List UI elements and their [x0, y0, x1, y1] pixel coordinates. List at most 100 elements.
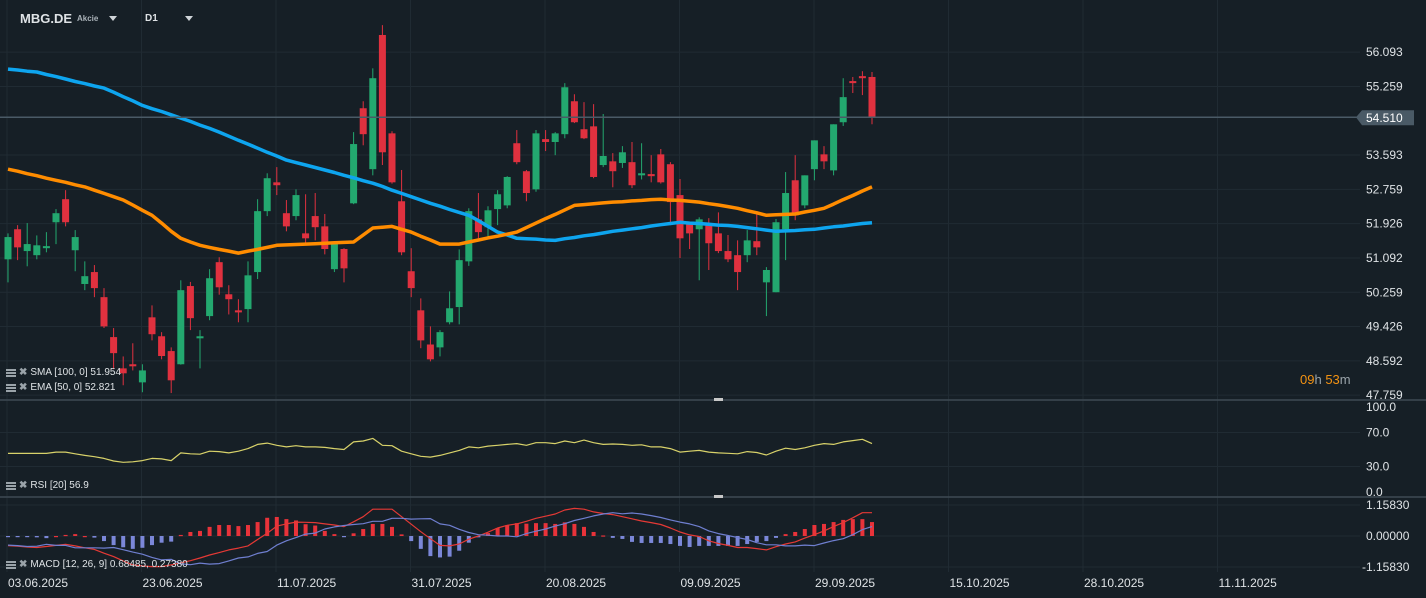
candle-body — [407, 271, 415, 289]
candle — [273, 167, 281, 196]
chevron-down-icon — [109, 16, 118, 21]
candle — [484, 206, 492, 239]
candle-body — [378, 34, 386, 153]
candle-body — [570, 101, 578, 123]
candle — [618, 146, 626, 168]
macd-axis-tick: 0.00000 — [1366, 529, 1410, 543]
candle — [868, 72, 876, 125]
macd-histogram-bar — [351, 533, 356, 536]
candle-body — [234, 310, 242, 313]
settings-list-icon[interactable] — [6, 383, 16, 392]
macd-histogram-bar — [294, 520, 298, 536]
candle — [206, 269, 214, 321]
candle — [292, 189, 300, 221]
candle-body — [753, 241, 761, 248]
candle — [858, 71, 866, 96]
candle-body — [743, 240, 751, 256]
candle-body — [446, 308, 454, 323]
macd-histogram-bar — [390, 526, 394, 536]
candle-body — [666, 164, 674, 203]
settings-list-icon[interactable] — [6, 368, 16, 377]
price-axis-tick: 50.259 — [1366, 285, 1403, 299]
candle — [734, 240, 742, 291]
candle — [676, 179, 684, 259]
macd-histogram-bar — [34, 536, 39, 538]
candle — [743, 230, 751, 263]
candle — [4, 233, 12, 283]
candle-body — [302, 233, 310, 239]
candle — [33, 235, 41, 260]
time-axis-tick: 15.10.2025 — [950, 576, 1010, 590]
macd-histogram-bar — [207, 526, 212, 536]
candle — [369, 68, 377, 176]
macd-histogram-bar — [774, 536, 778, 538]
candle — [302, 194, 310, 244]
macd-histogram-bar — [783, 534, 788, 536]
candle — [503, 176, 511, 209]
candle-body — [676, 195, 684, 239]
candle — [455, 249, 463, 325]
close-icon[interactable]: ✖ — [19, 366, 28, 378]
timeframe-selector[interactable]: D1 — [145, 13, 193, 24]
macd-histogram-bar — [178, 534, 183, 537]
candle-body — [62, 199, 70, 223]
candle-body — [455, 260, 463, 308]
candle — [282, 200, 290, 232]
macd-histogram-bar — [63, 534, 68, 537]
candle — [234, 299, 242, 323]
macd-histogram-bar — [303, 524, 308, 536]
candle-body — [849, 81, 857, 84]
macd-histogram-bar — [82, 536, 87, 538]
close-icon[interactable]: ✖ — [19, 558, 28, 570]
candle — [340, 248, 348, 283]
candle — [129, 343, 137, 371]
candle — [830, 124, 838, 176]
macd-histogram-bar — [418, 536, 423, 549]
candle-body — [618, 152, 626, 163]
candle-body — [52, 213, 60, 223]
settings-list-icon[interactable] — [6, 481, 16, 490]
macd-histogram-bar — [668, 536, 673, 545]
candle — [657, 148, 665, 184]
macd-histogram-bar — [754, 536, 759, 542]
macd-histogram-bar — [15, 536, 20, 538]
countdown-minutes: 53 — [1325, 372, 1340, 387]
current-price-label: 54.510 — [1366, 111, 1403, 125]
ema-legend: ✖ EMA [50, 0] 52.821 — [6, 382, 115, 393]
candle-body — [580, 129, 588, 139]
symbol-selector[interactable]: MBG.DE Akcie — [20, 11, 118, 26]
macd-histogram-bar — [639, 536, 644, 543]
close-icon[interactable]: ✖ — [19, 479, 28, 491]
candle — [81, 261, 89, 291]
candle — [849, 76, 857, 94]
sma-legend: ✖ SMA [100, 0] 51.954 — [6, 367, 121, 378]
candle-body — [638, 173, 646, 176]
macd-axis-tick: -1.15830 — [1362, 560, 1410, 574]
macd-histogram-bar — [130, 536, 135, 549]
candle — [599, 114, 607, 168]
candle-body — [158, 336, 166, 357]
candle-body — [330, 243, 338, 270]
macd-histogram-bar — [54, 536, 58, 538]
macd-histogram-bar — [860, 519, 865, 536]
close-icon[interactable]: ✖ — [19, 381, 28, 393]
candle — [138, 364, 146, 393]
pane-resize-handle[interactable] — [714, 495, 723, 498]
candle — [215, 257, 223, 295]
macd-line — [7, 507, 872, 568]
candle-body — [503, 176, 511, 206]
macd-histogram-bar — [370, 523, 375, 536]
settings-list-icon[interactable] — [6, 560, 16, 569]
candle-body — [4, 237, 12, 260]
candle-body — [561, 87, 569, 135]
macd-histogram-bar — [649, 536, 654, 543]
price-axis-tick: 48.592 — [1366, 354, 1403, 368]
macd-axis-tick: 1.15830 — [1366, 498, 1410, 512]
candle — [474, 193, 482, 239]
macd-histogram-bar — [822, 523, 826, 536]
candle-body — [81, 276, 89, 284]
macd-histogram — [6, 516, 874, 558]
pane-resize-handle[interactable] — [714, 398, 723, 401]
candle-body — [513, 143, 521, 163]
